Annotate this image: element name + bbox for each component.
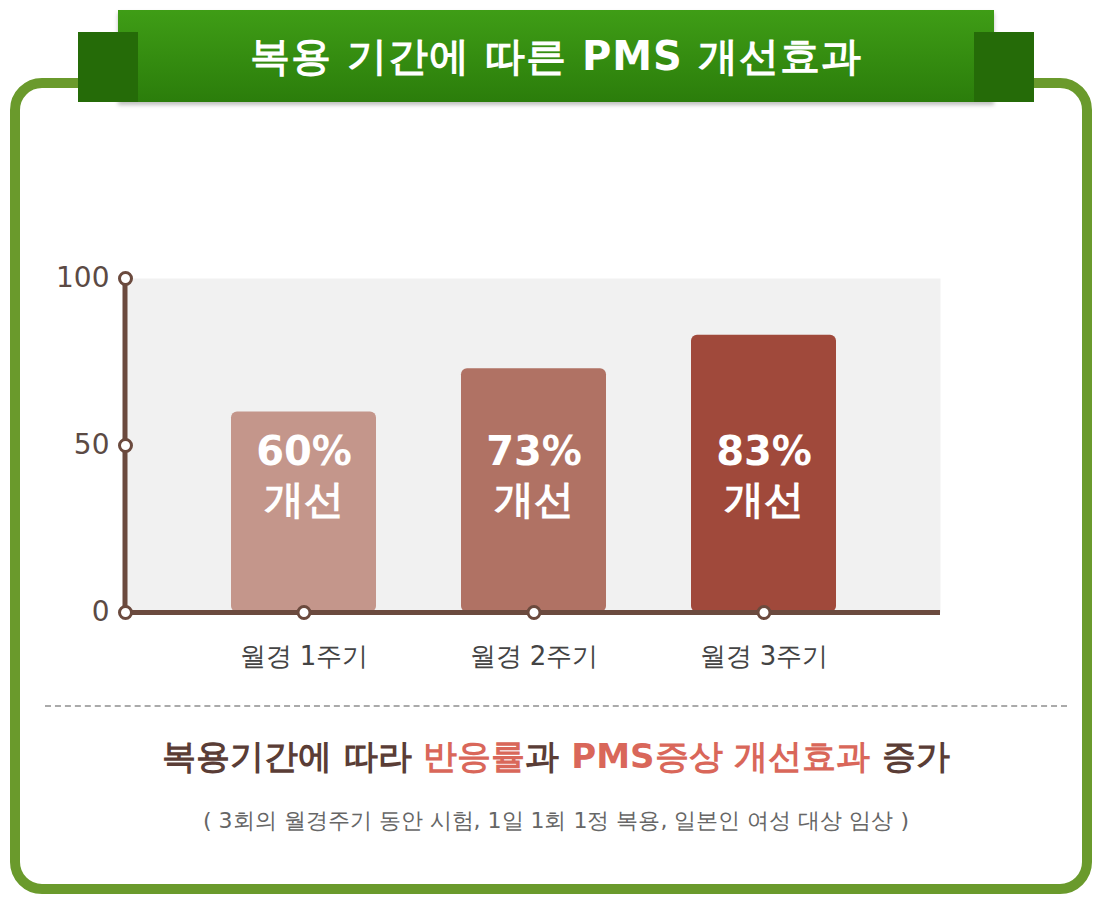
html-text:( 3회의 월경주기 동안 시험, 1일 1회 1정 복용,: ( 3회의 월경주기 동안 시험, 1일 1회 1정 복용, 일본인 여성 대상…: [203, 808, 909, 833]
svg-text:0: 0: [92, 595, 110, 628]
html-text:복용 기간에 따른 PMS 개선효과: 복용 기간에 따른 PMS 개선효과: [250, 33, 862, 79]
svg-text:월경 1주기: 월경 1주기: [240, 641, 369, 671]
svg-text:50: 50: [74, 428, 110, 461]
svg-text:100: 100: [56, 261, 109, 294]
svg-text:월경 3주기: 월경 3주기: [700, 641, 829, 671]
svg-text:73%개선: 73%개선: [486, 428, 582, 522]
svg-text:60%개선: 60%개선: [256, 428, 352, 522]
svg-text:83%개선: 83%개선: [716, 428, 812, 522]
html-text:복용기간에 따라반응률과PMS증상 개선효과증가: 복용기간에 따라반응률과PMS증상 개선효과증가: [161, 736, 951, 776]
svg-text:월경 2주기: 월경 2주기: [470, 641, 599, 671]
